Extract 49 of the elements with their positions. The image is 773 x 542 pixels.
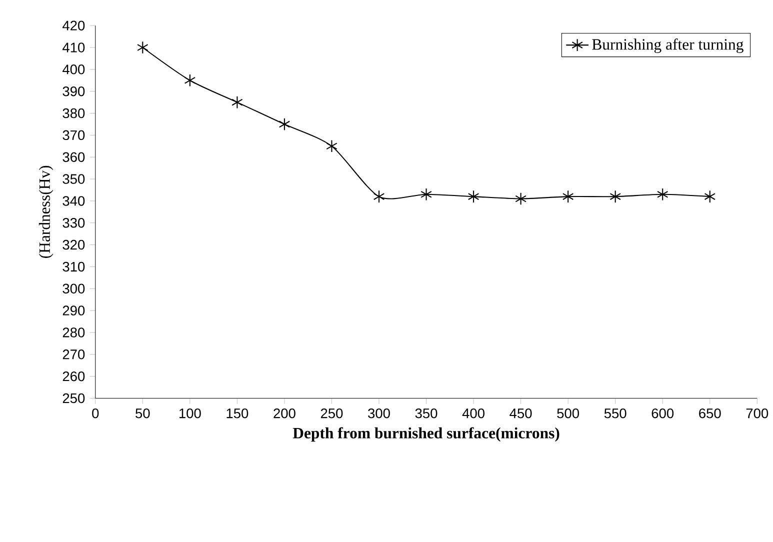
y-tick-label: 370 xyxy=(62,130,85,140)
x-tick-label: 0 xyxy=(92,408,99,418)
y-tick-label: 380 xyxy=(62,108,85,118)
point xyxy=(373,190,385,204)
point xyxy=(515,192,526,206)
y-tick-label: 260 xyxy=(62,372,85,382)
point xyxy=(278,118,290,131)
x-tick-label: 450 xyxy=(510,408,532,418)
x-tick-label: 650 xyxy=(699,408,721,418)
x-tick-label: 700 xyxy=(746,408,768,418)
y-tick-label: 350 xyxy=(62,174,85,184)
y-tick-label: 320 xyxy=(62,240,85,250)
legend-label: Burnishing after turning xyxy=(592,38,744,54)
point xyxy=(656,188,668,201)
y-axis-title: (Hardness(Hv) xyxy=(38,166,54,258)
point xyxy=(468,190,480,204)
point xyxy=(232,96,243,109)
x-tick-label: 550 xyxy=(604,408,626,418)
point xyxy=(704,190,716,204)
y-tick-label: 390 xyxy=(62,86,85,96)
point xyxy=(184,74,196,87)
y-tick-label: 280 xyxy=(62,328,85,338)
x-tick-label: 250 xyxy=(320,408,343,418)
x-tick-label: 600 xyxy=(652,408,674,418)
x-tick-label: 500 xyxy=(557,408,580,418)
y-tick-label: 330 xyxy=(62,218,85,228)
x-tick-label: 50 xyxy=(136,408,150,418)
x-axis-title: Depth from burnished surface(microns) xyxy=(292,427,560,442)
y-tick-label: 410 xyxy=(62,42,85,52)
y-tick-label: 400 xyxy=(62,64,85,74)
y-tick-label: 290 xyxy=(62,306,85,316)
point xyxy=(326,140,338,153)
x-tick-label: 300 xyxy=(368,408,390,418)
x-tick-label: 150 xyxy=(226,408,248,418)
y-tick-label: 420 xyxy=(62,20,85,31)
y-tick-label: 360 xyxy=(62,152,85,162)
x-tick-label: 100 xyxy=(179,408,201,418)
y-tick-label: 310 xyxy=(62,262,85,272)
x-tick-label: 350 xyxy=(415,408,438,418)
point xyxy=(562,190,574,204)
x-tick-label: 400 xyxy=(462,408,484,418)
x-tick-label: 200 xyxy=(274,408,296,418)
y-tick-label: 270 xyxy=(62,350,85,360)
point xyxy=(610,190,621,204)
y-tick-label: 300 xyxy=(62,284,85,294)
y-tick-label: 340 xyxy=(62,196,85,206)
y-tick-label: 250 xyxy=(62,393,85,404)
point xyxy=(420,188,432,201)
point xyxy=(137,41,148,54)
